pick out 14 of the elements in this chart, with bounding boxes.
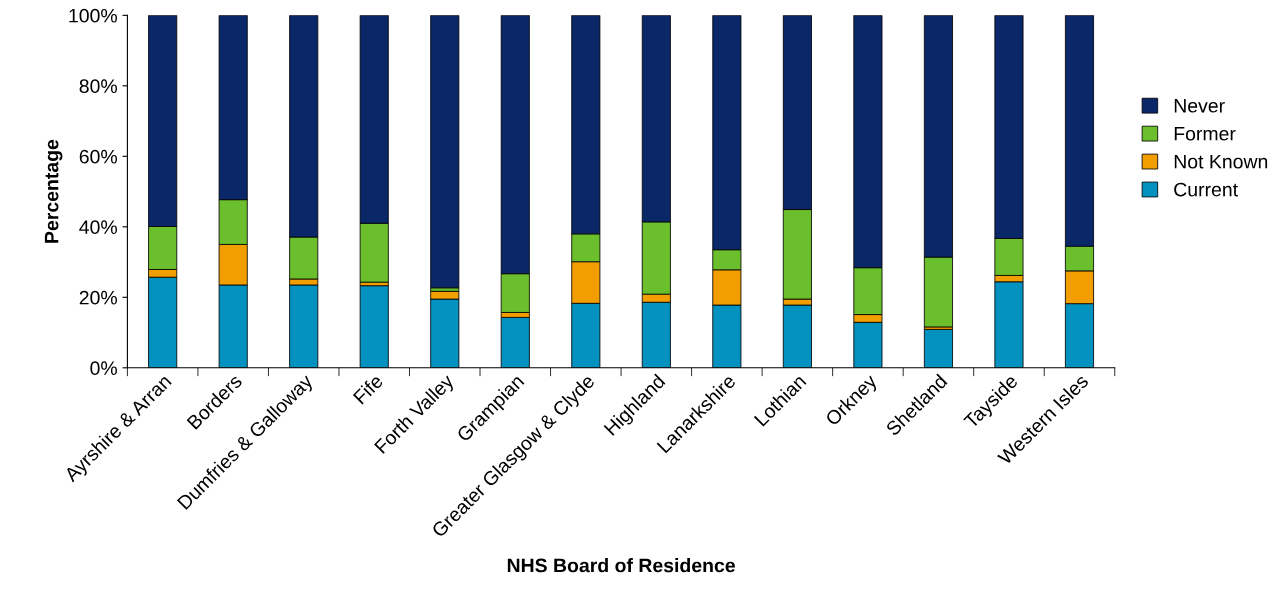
legend-label: Not Known: [1174, 154, 1268, 169]
bar: [430, 15, 460, 289]
y-tick-label: 80%: [79, 79, 117, 94]
y-axis-title: Percentage: [44, 139, 63, 243]
x-tick-label: Fife: [352, 373, 384, 405]
legend-label: Current: [1174, 182, 1238, 197]
legend-label: Former: [1174, 126, 1236, 141]
legend-label: Never: [1174, 99, 1225, 113]
y-tick-label: 0%: [90, 361, 117, 376]
y-tick-label: 60%: [79, 149, 117, 164]
y-tick-label: 100%: [69, 8, 117, 23]
y-tick-label: 40%: [79, 220, 117, 235]
y-tick-label: 20%: [79, 290, 117, 305]
x-axis-title: NHS Board of Residence: [507, 558, 735, 573]
